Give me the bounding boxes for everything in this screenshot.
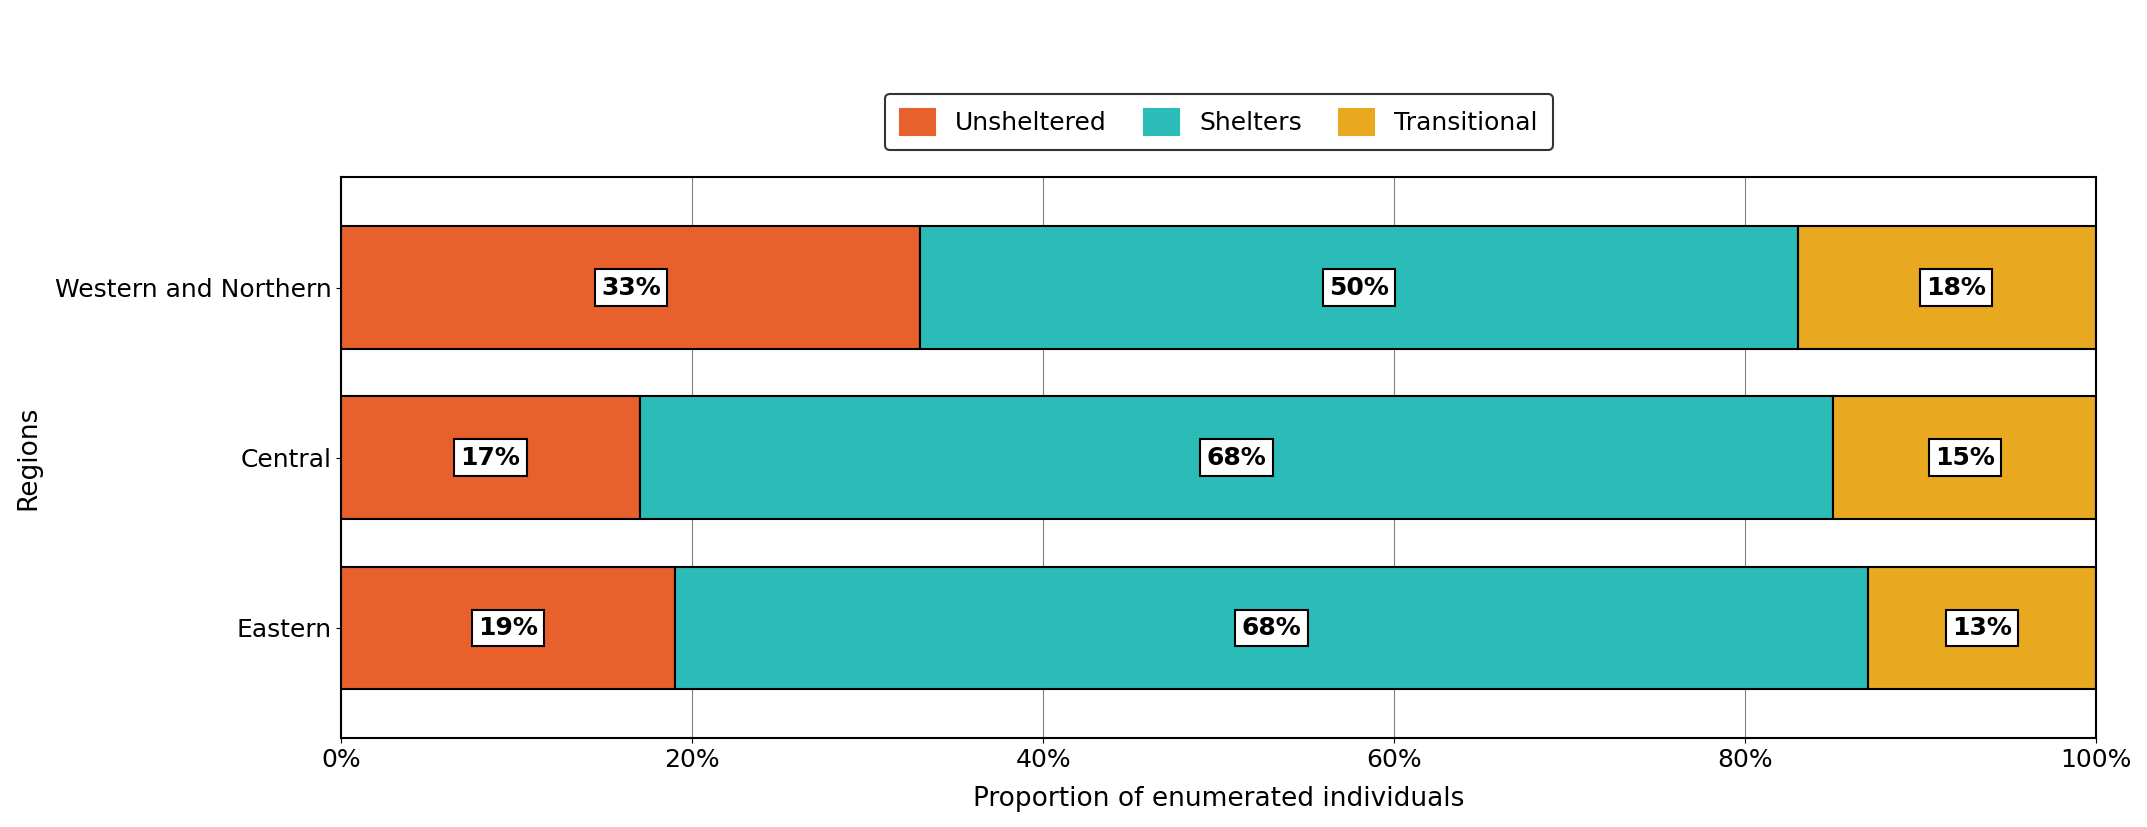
X-axis label: Proportion of enumerated individuals: Proportion of enumerated individuals <box>973 786 1464 812</box>
Text: 15%: 15% <box>1934 446 1995 470</box>
Bar <box>640 396 1834 519</box>
Bar <box>1797 227 2115 349</box>
Text: 19%: 19% <box>479 616 539 640</box>
Text: 13%: 13% <box>1952 616 2012 640</box>
Legend: Unsheltered, Shelters, Transitional: Unsheltered, Shelters, Transitional <box>885 94 1552 151</box>
Text: 17%: 17% <box>462 446 520 470</box>
Bar <box>341 566 674 689</box>
Y-axis label: Regions: Regions <box>15 405 41 509</box>
Bar <box>1868 566 2095 689</box>
Bar <box>341 227 921 349</box>
Text: 50%: 50% <box>1329 275 1389 299</box>
Bar <box>1834 396 2095 519</box>
Text: 68%: 68% <box>1207 446 1267 470</box>
Bar <box>674 566 1868 689</box>
Text: 68%: 68% <box>1241 616 1301 640</box>
Text: 33%: 33% <box>601 275 661 299</box>
Text: 18%: 18% <box>1926 275 1986 299</box>
Bar <box>921 227 1797 349</box>
Bar <box>341 396 640 519</box>
